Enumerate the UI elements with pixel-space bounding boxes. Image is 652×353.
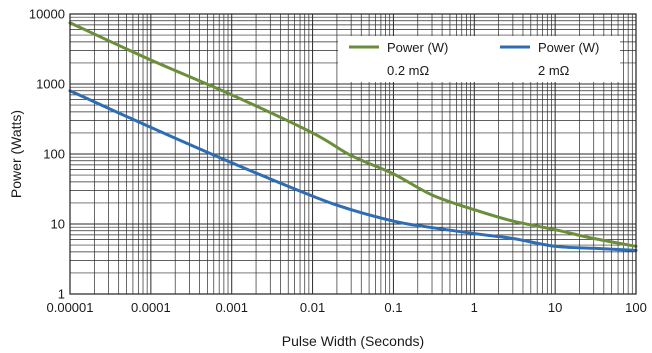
legend-sublabel-series-1: 2 mΩ	[538, 63, 570, 78]
x-tick-label: 0.00001	[47, 300, 94, 315]
y-tick-label: 1000	[36, 77, 65, 92]
series-line-1	[68, 89, 638, 252]
x-tick-labels: 0.00001 0.0001 0.001 0.01 0.1 1 10 100	[47, 300, 647, 315]
x-tick-label: 0.01	[300, 300, 325, 315]
series-line-0	[68, 21, 638, 248]
plot-frame	[69, 13, 637, 295]
series-lines	[68, 21, 638, 252]
x-axis-title: Pulse Width (Seconds)	[282, 333, 424, 349]
legend: Power (W) 0.2 mΩ Power (W) 2 mΩ	[338, 36, 620, 82]
y-tick-label: 1	[58, 287, 65, 302]
y-tick-label: 10000	[29, 7, 65, 22]
x-tick-label: 0.0001	[131, 300, 171, 315]
y-tick-label: 10	[51, 217, 65, 232]
legend-background	[338, 36, 620, 82]
x-tick-label: 0.001	[215, 300, 248, 315]
legend-sublabel-series-0: 0.2 mΩ	[387, 63, 430, 78]
x-tick-label: 1	[471, 300, 478, 315]
legend-label-series-0: Power (W)	[387, 40, 448, 55]
grid	[69, 14, 636, 295]
x-tick-label: 0.1	[384, 300, 402, 315]
y-tick-label: 100	[43, 147, 65, 162]
x-tick-label: 10	[548, 300, 562, 315]
legend-label-series-1: Power (W)	[538, 40, 599, 55]
y-tick-labels: 1 10 100 1000 10000	[29, 7, 65, 302]
y-axis-title: Power (Watts)	[8, 110, 24, 198]
x-tick-label: 100	[625, 300, 647, 315]
